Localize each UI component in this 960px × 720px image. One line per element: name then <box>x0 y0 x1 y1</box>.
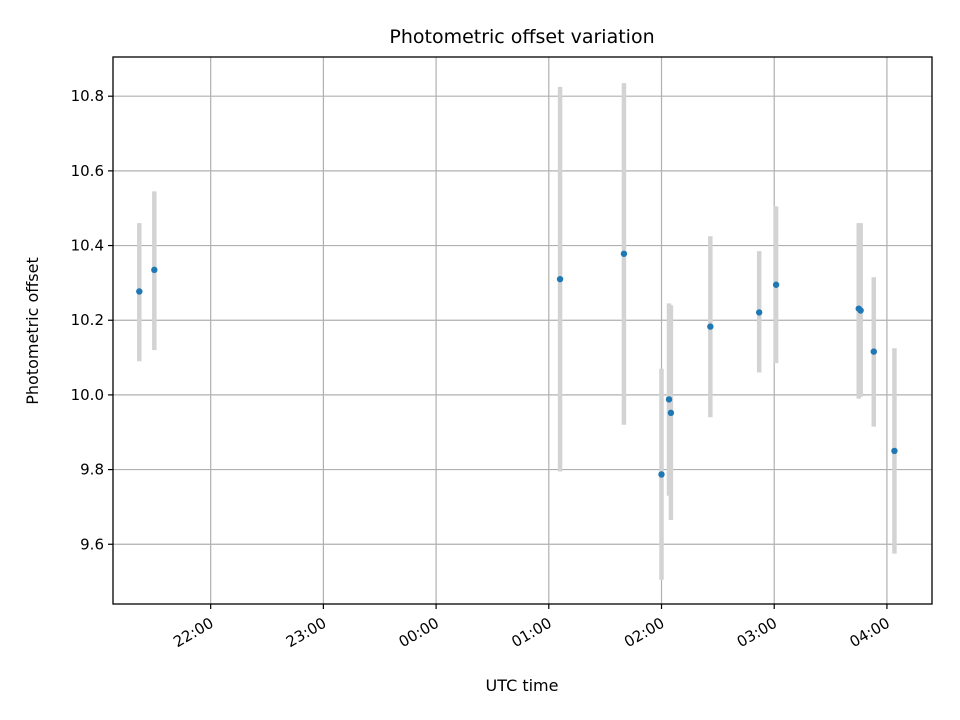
x-tick-label: 01:00 <box>508 614 554 651</box>
y-tick-label: 10.0 <box>71 386 104 404</box>
data-point <box>665 396 673 403</box>
plot-frame <box>112 56 933 605</box>
grid <box>113 57 932 604</box>
data-point <box>151 266 158 274</box>
tick-labels: 22:00 23:00 00:00 01:00 02:00 03:00 04:00 9.6 9.… <box>71 87 893 651</box>
data-point <box>891 447 898 455</box>
y-tick-label: 10.2 <box>71 311 104 329</box>
data-point <box>707 323 714 330</box>
x-tick-label: 03:00 <box>734 614 780 651</box>
data-point <box>772 281 780 288</box>
y-axis-label: Photometric offset <box>23 257 42 405</box>
data-point <box>136 288 143 295</box>
x-axis-label: UTC time <box>486 676 559 695</box>
y-tick-label: 10.4 <box>71 237 104 255</box>
data-point <box>658 471 665 478</box>
x-tick-label: 00:00 <box>396 614 442 651</box>
data-points <box>136 250 898 478</box>
error-bars <box>137 83 897 580</box>
data-point <box>556 275 564 283</box>
y-tick-label: 9.6 <box>80 535 104 553</box>
y-tick-label: 9.8 <box>80 461 104 479</box>
axis-ticks <box>108 95 888 609</box>
y-tick-label: 10.6 <box>71 162 104 180</box>
data-point <box>870 348 877 355</box>
y-tick-label: 10.8 <box>71 87 104 105</box>
x-tick-label: 22:00 <box>170 614 216 651</box>
x-tick-label: 04:00 <box>846 614 892 651</box>
data-point <box>755 309 763 316</box>
data-point <box>857 307 864 314</box>
data-point <box>667 409 675 417</box>
chart-title: Photometric offset variation <box>389 26 654 48</box>
x-tick-label: 23:00 <box>283 614 329 651</box>
x-tick-label: 02:00 <box>621 614 667 651</box>
data-point <box>620 250 628 257</box>
